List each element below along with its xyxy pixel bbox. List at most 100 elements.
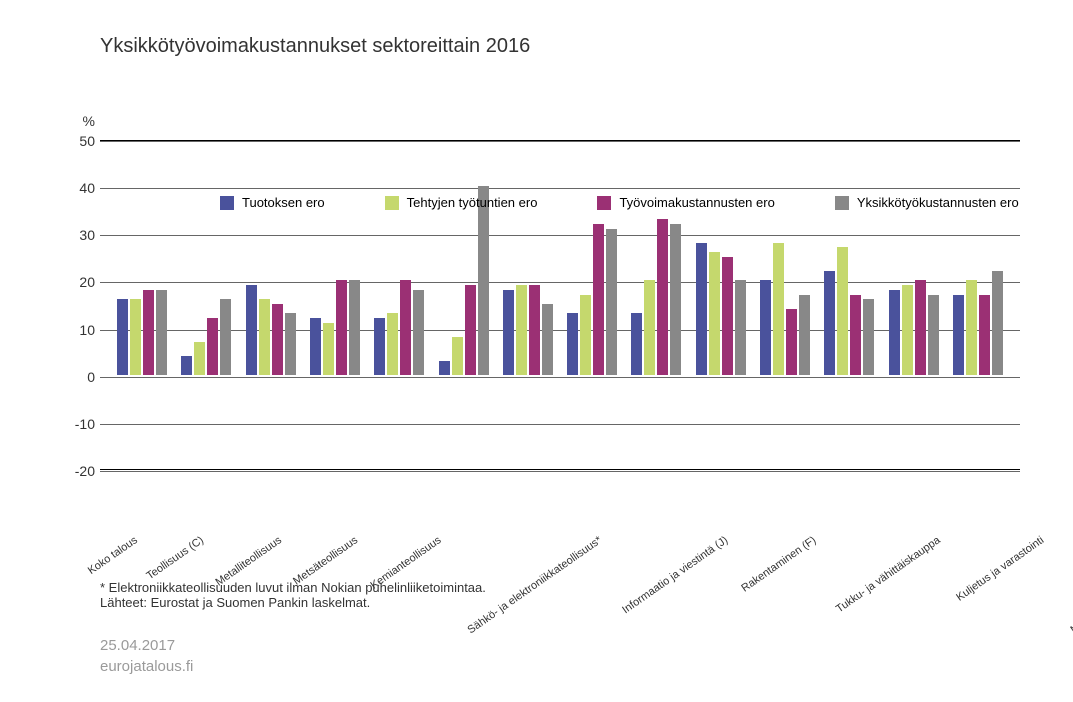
bar xyxy=(735,280,746,374)
bar xyxy=(824,271,835,375)
bar-group xyxy=(624,141,688,469)
bar xyxy=(670,224,681,375)
bar xyxy=(863,299,874,374)
bar xyxy=(542,304,553,375)
bar xyxy=(130,299,141,374)
chart-title: Yksikkötyövoimakustannukset sektoreittai… xyxy=(100,35,530,58)
x-axis-label: Koko talous xyxy=(86,534,140,577)
date-source: 25.04.2017 eurojatalous.fi xyxy=(100,635,193,677)
x-axis-label: Teollisuus (C) xyxy=(145,534,206,582)
y-axis-label: 10 xyxy=(60,322,95,338)
footnote: * Elektroniikkateollisuuden luvut ilman … xyxy=(100,580,486,610)
bar xyxy=(374,318,385,375)
bar xyxy=(799,295,810,375)
bars-container xyxy=(110,141,1010,469)
legend-label: Tehtyjen työtuntien ero xyxy=(407,195,538,210)
bar xyxy=(953,295,964,375)
bar xyxy=(117,299,128,374)
bar-group xyxy=(174,141,238,469)
bar xyxy=(259,299,270,374)
bar xyxy=(902,285,913,375)
bar xyxy=(310,318,321,375)
bar xyxy=(760,280,771,374)
bar xyxy=(323,323,334,375)
bar xyxy=(529,285,540,375)
gridline xyxy=(100,471,1020,472)
legend-label: Yksikkötyökustannusten ero xyxy=(857,195,1019,210)
bar xyxy=(631,313,642,374)
legend-item: Yksikkötyökustannusten ero xyxy=(835,195,1019,210)
bar xyxy=(246,285,257,375)
bar xyxy=(786,309,797,375)
plot-area: -20-1001020304050% Koko talousTeollisuus… xyxy=(100,140,1020,470)
x-axis-label: Tukku- ja vähittäiskauppa xyxy=(833,534,942,615)
bar xyxy=(606,229,617,375)
bar xyxy=(194,342,205,375)
legend-item: Tuotoksen ero xyxy=(220,195,325,210)
bar xyxy=(915,280,926,374)
y-axis-label: 30 xyxy=(60,227,95,243)
bar xyxy=(593,224,604,375)
bar xyxy=(387,313,398,374)
bar-group xyxy=(753,141,817,469)
bar-group xyxy=(431,141,495,469)
x-axis-label: Majoitus- ja ravitsemistoiminta (I) xyxy=(1068,534,1073,636)
bar xyxy=(439,361,450,375)
bar xyxy=(966,280,977,374)
bar xyxy=(452,337,463,375)
bar-group xyxy=(817,141,881,469)
bar xyxy=(889,290,900,375)
legend-label: Tuotoksen ero xyxy=(242,195,325,210)
bar-group xyxy=(496,141,560,469)
chart-source: eurojatalous.fi xyxy=(100,656,193,677)
bar xyxy=(207,318,218,375)
bar-group xyxy=(367,141,431,469)
bar xyxy=(992,271,1003,375)
legend-swatch xyxy=(835,196,849,210)
bar-group xyxy=(881,141,945,469)
bar-group xyxy=(303,141,367,469)
y-axis-unit: % xyxy=(60,113,95,129)
legend-swatch xyxy=(220,196,234,210)
x-axis-label: Sähkö- ja elektroniikkateollisuus* xyxy=(465,534,604,636)
bar xyxy=(478,186,489,375)
bar xyxy=(516,285,527,375)
bar xyxy=(465,285,476,375)
bar xyxy=(336,280,347,374)
bar xyxy=(928,295,939,375)
y-axis-label: -20 xyxy=(60,463,95,479)
y-axis-label: -10 xyxy=(60,416,95,432)
legend-swatch xyxy=(597,196,611,210)
bar xyxy=(143,290,154,375)
bar-group xyxy=(110,141,174,469)
bar xyxy=(979,295,990,375)
bar-group xyxy=(946,141,1010,469)
x-axis-label: Informaatio ja viestintä (J) xyxy=(620,534,730,616)
y-axis-label: 20 xyxy=(60,274,95,290)
bar xyxy=(837,247,848,374)
bar xyxy=(285,313,296,374)
y-axis-label: 0 xyxy=(60,369,95,385)
bar xyxy=(580,295,591,375)
bar xyxy=(349,280,360,374)
bar xyxy=(696,243,707,375)
bar xyxy=(850,295,861,375)
bar xyxy=(220,299,231,374)
bar xyxy=(272,304,283,375)
bar xyxy=(503,290,514,375)
bar xyxy=(413,290,424,375)
y-axis-label: 40 xyxy=(60,180,95,196)
legend-item: Tehtyjen työtuntien ero xyxy=(385,195,538,210)
bar xyxy=(722,257,733,375)
bar xyxy=(400,280,411,374)
bar xyxy=(181,356,192,375)
bar xyxy=(156,290,167,375)
bar xyxy=(567,313,578,374)
x-axis-label: Rakentaminen (F) xyxy=(739,534,818,594)
legend-label: Työvoimakustannusten ero xyxy=(619,195,774,210)
bar-group xyxy=(560,141,624,469)
x-axis-label: Kuljetus ja varastointi xyxy=(954,534,1046,603)
bar xyxy=(709,252,720,375)
bar xyxy=(657,219,668,375)
chart-date: 25.04.2017 xyxy=(100,635,193,656)
